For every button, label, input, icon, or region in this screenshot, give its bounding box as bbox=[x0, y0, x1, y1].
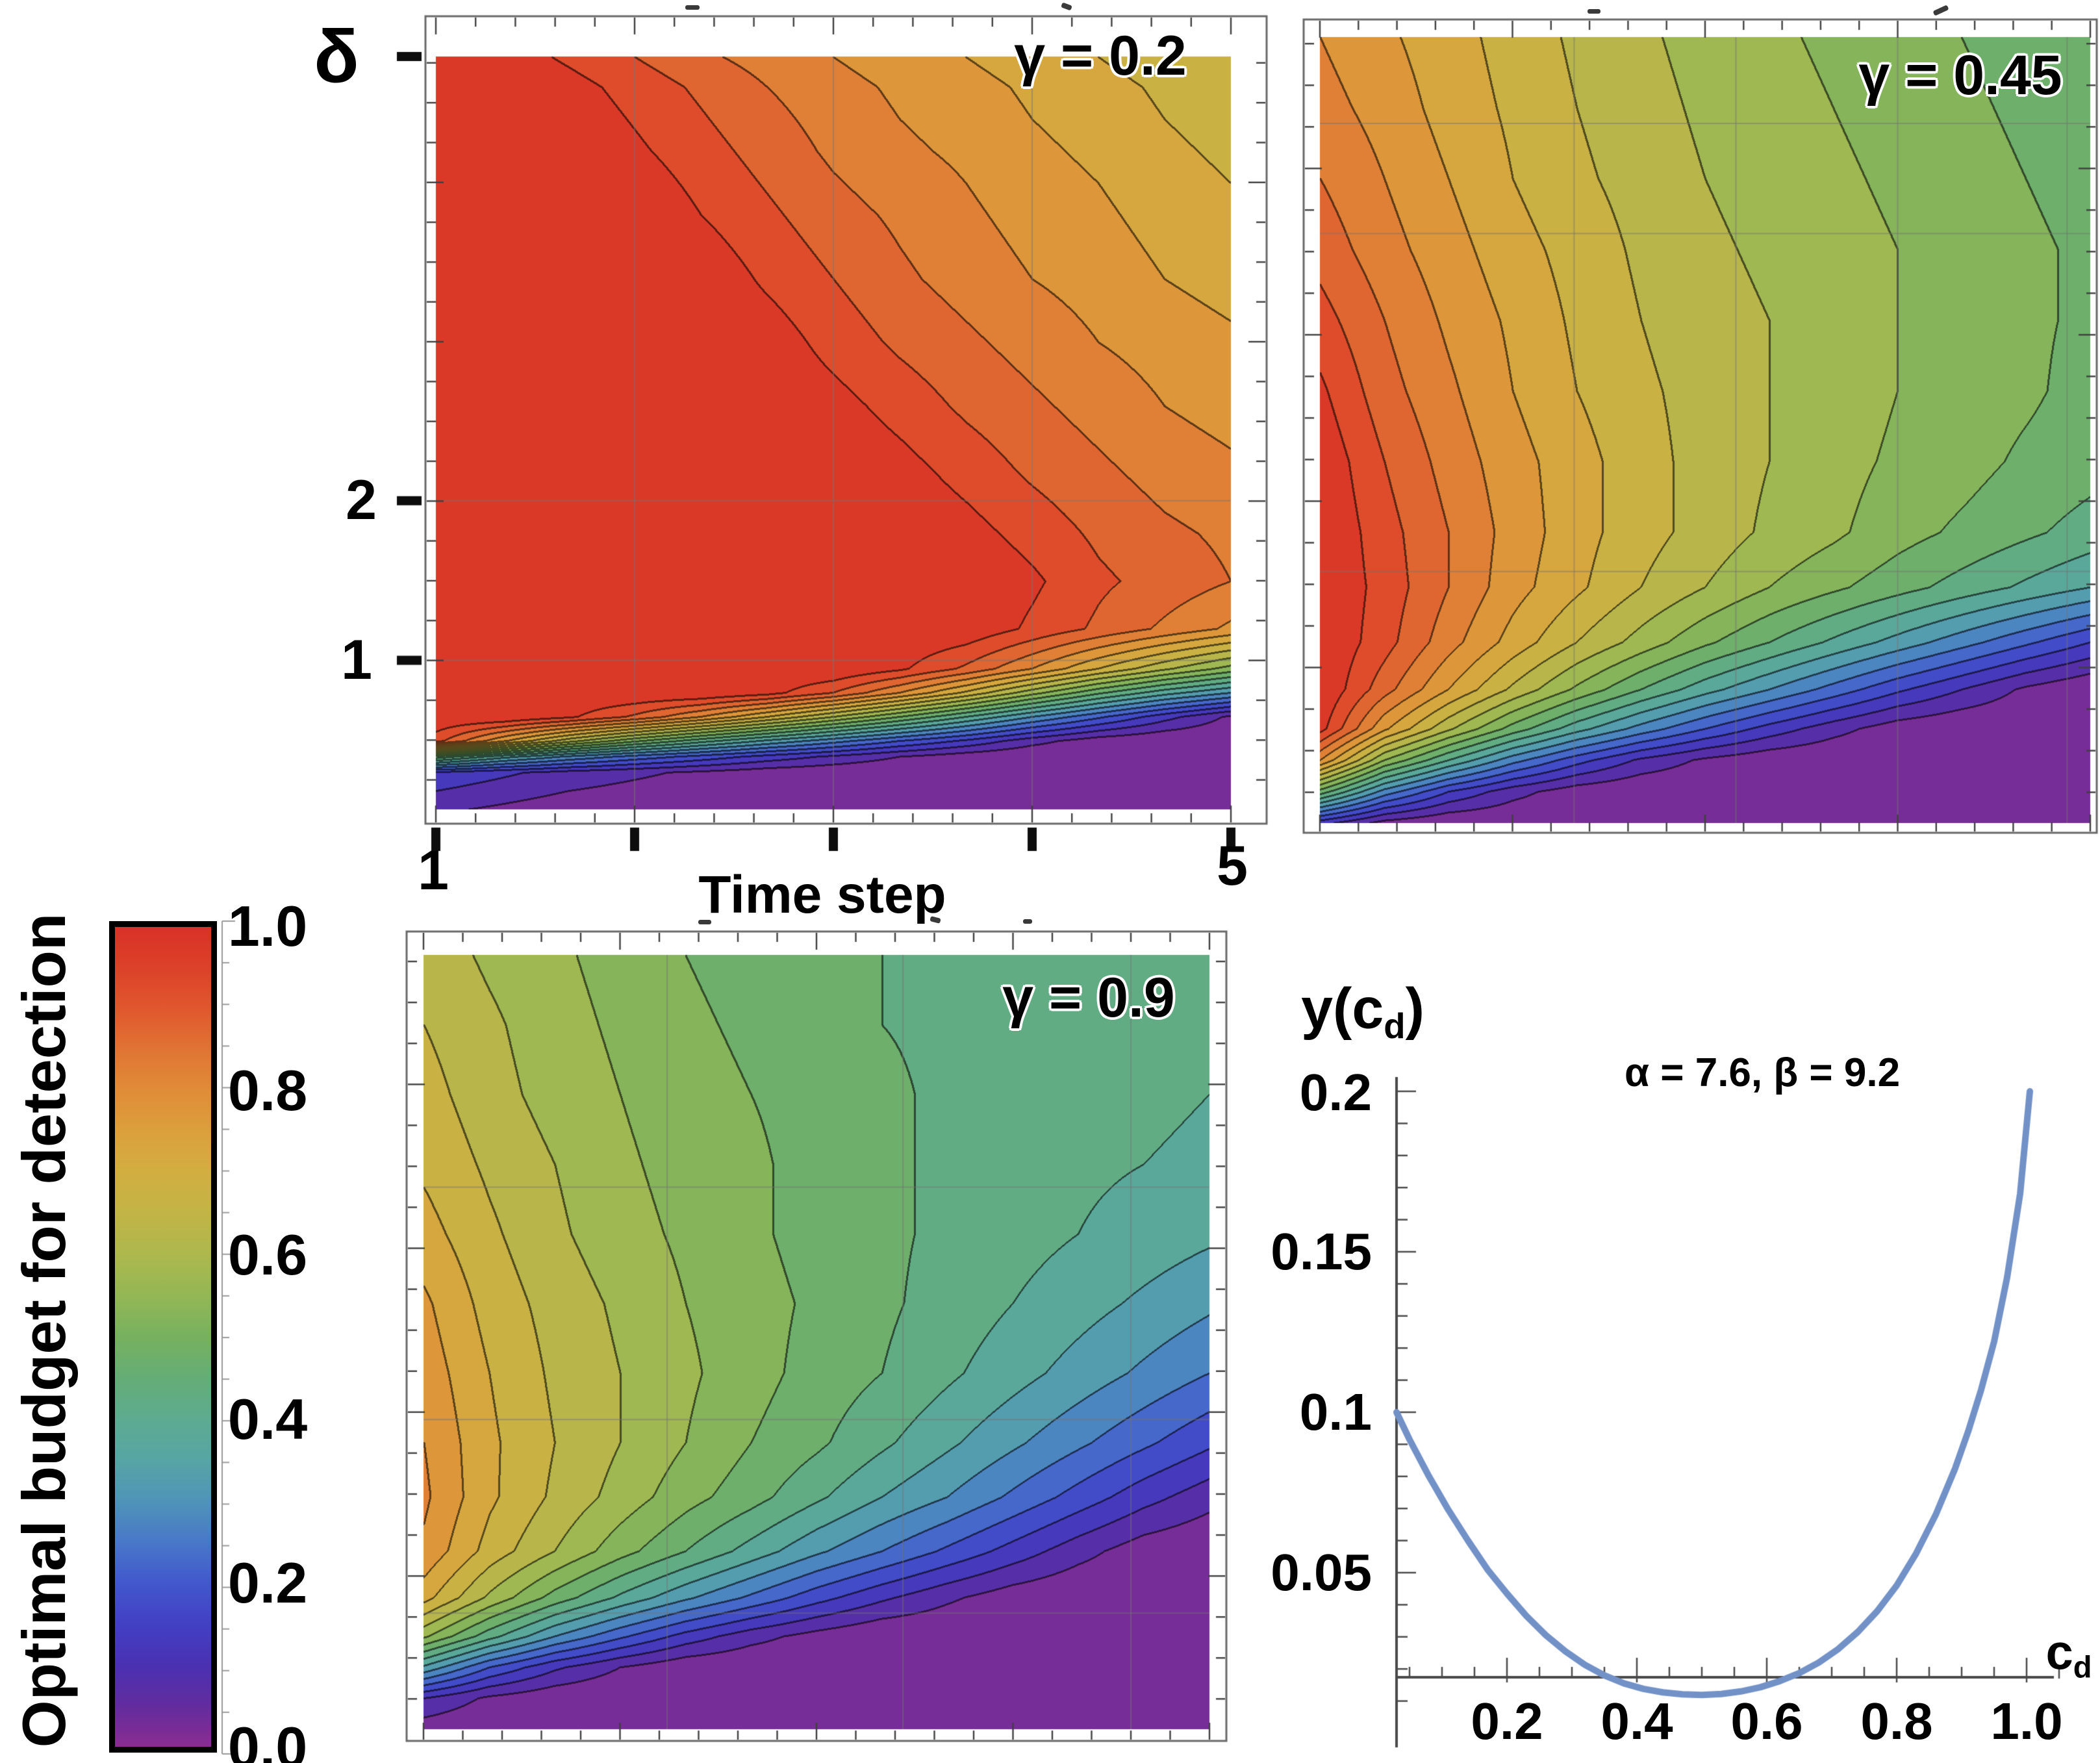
y-tick-label-1: 1 bbox=[341, 629, 372, 691]
stray-tick-artifact bbox=[685, 5, 700, 10]
line-plot-y-axis-title: y(cd) bbox=[1301, 980, 1424, 1045]
contour-plot-gamma-0.45 bbox=[1280, 0, 2100, 864]
colorbar-ticks bbox=[218, 919, 247, 1757]
panel-title-gamma-0.2: γ = 0.2 bbox=[1014, 25, 1187, 87]
colorbar-tick-0.2: 0.2 bbox=[227, 1551, 308, 1615]
line-y-tick-0.15: 0.15 bbox=[1271, 1223, 1372, 1280]
contour-plot-gamma-0.9 bbox=[383, 906, 1247, 1763]
line-y-tick-0.1: 0.1 bbox=[1299, 1383, 1372, 1441]
line-x-tick-0.2: 0.2 bbox=[1471, 1692, 1543, 1750]
x-axis-label-time-step: Time step bbox=[698, 865, 946, 924]
x-tick-label-5: 5 bbox=[1217, 835, 1248, 897]
colorbar-tick-0.0: 0.0 bbox=[227, 1715, 308, 1763]
line-x-tick-0.4: 0.4 bbox=[1600, 1692, 1673, 1750]
colorbar-tick-0.4: 0.4 bbox=[227, 1387, 308, 1451]
line-plot-y-cd bbox=[1358, 1059, 2100, 1763]
panel-title-gamma-0.9: γ = 0.9 bbox=[1002, 967, 1175, 1029]
line-x-tick-1.0: 1.0 bbox=[1990, 1692, 2063, 1750]
line-y-tick-0.2: 0.2 bbox=[1299, 1063, 1372, 1121]
colorbar-tick-1.0: 1.0 bbox=[227, 894, 308, 958]
stray-tick-artifact bbox=[1023, 919, 1032, 924]
colorbar-gradient bbox=[109, 921, 217, 1753]
colorbar-tick-0.8: 0.8 bbox=[227, 1058, 308, 1122]
colorbar-tick-0.6: 0.6 bbox=[227, 1223, 308, 1287]
y-tick-label-2: 2 bbox=[346, 469, 377, 531]
x-title-pre: c bbox=[2045, 1625, 2073, 1681]
y-title-post: ) bbox=[1405, 976, 1424, 1041]
line-plot-x-axis-title: cd bbox=[2045, 1628, 2092, 1682]
line-plot-annotation-alpha-beta: α = 7.6, β = 9.2 bbox=[1624, 1050, 1901, 1095]
y-title-pre: y(c bbox=[1301, 976, 1384, 1041]
x-title-sub: d bbox=[2073, 1649, 2092, 1684]
line-y-tick-0.05: 0.05 bbox=[1271, 1543, 1372, 1601]
colorbar-title: Optimal budget for detection bbox=[10, 913, 78, 1748]
stray-tick-artifact bbox=[1588, 9, 1600, 14]
line-x-tick-0.6: 0.6 bbox=[1730, 1692, 1803, 1750]
x-tick-label-1: 1 bbox=[418, 839, 449, 902]
stray-tick-artifact bbox=[698, 920, 711, 924]
contour-plot-gamma-0.2 bbox=[380, 0, 1296, 874]
y-title-sub: d bbox=[1384, 1006, 1406, 1046]
line-x-tick-0.8: 0.8 bbox=[1860, 1692, 1933, 1750]
y-axis-label-delta: δ bbox=[314, 15, 359, 99]
panel-title-gamma-0.45: γ = 0.45 bbox=[1858, 44, 2062, 107]
